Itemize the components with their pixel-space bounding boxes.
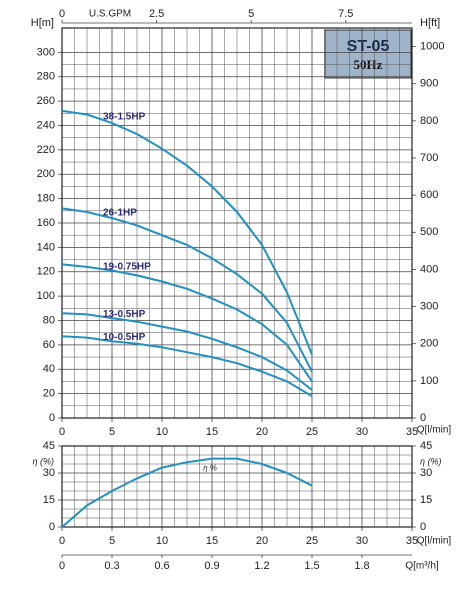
x-tick-label: 10: [156, 535, 168, 547]
x-tick-label: 20: [256, 426, 268, 438]
y-tick-label: 45: [43, 440, 55, 452]
x-tick-label: 15: [206, 426, 218, 438]
x2-tick-label: 2.5: [149, 8, 164, 20]
y2-axis-label: H[ft]: [420, 17, 440, 29]
y2-tick-label: 800: [420, 115, 438, 127]
x-tick-label: 30: [356, 426, 368, 438]
x2-axis-label: U.S.GPM: [89, 9, 131, 20]
y-tick-label: 0: [49, 412, 55, 424]
y-tick-label: 180: [37, 193, 55, 205]
y2-tick-label: 200: [420, 338, 438, 350]
y-tick-label: 140: [37, 241, 55, 253]
curve: [61, 457, 313, 528]
y-tick-label: 260: [37, 95, 55, 107]
series-label: 38-1.5HP: [103, 111, 146, 122]
y2-tick-label: 45: [420, 440, 432, 452]
y-tick-label: 30: [43, 467, 55, 479]
curve: [61, 263, 313, 382]
y-tick-label: 160: [37, 217, 55, 229]
x-tick-label: 25: [306, 426, 318, 438]
series-label: η %: [203, 464, 217, 473]
plot-frame: [61, 445, 413, 528]
y2-tick-label: 0: [420, 521, 426, 533]
curve: [61, 335, 313, 397]
y-tick-label: 80: [43, 314, 55, 326]
x2-tick-label: 1.8: [354, 560, 369, 572]
x-tick-label: 5: [109, 535, 115, 547]
series-label: 13-0.5HP: [103, 309, 146, 320]
y-tick-label: 200: [37, 168, 55, 180]
y-tick-label: 40: [43, 363, 55, 375]
x2-tick-label: 1.2: [254, 560, 269, 572]
y2-tick-label: 600: [420, 189, 438, 201]
y-tick-label: 300: [37, 46, 55, 58]
x-tick-label: 35: [406, 426, 418, 438]
series-label: 26-1HP: [103, 208, 137, 219]
y-axis-label: H[m]: [31, 17, 54, 29]
x2-tick-label: 0.3: [104, 560, 119, 572]
y-tick-label: 100: [37, 290, 55, 302]
x2-tick-label: 5: [248, 8, 254, 20]
y-tick-label: 15: [43, 494, 55, 506]
x-tick-label: 5: [109, 426, 115, 438]
y-tick-label: 120: [37, 266, 55, 278]
y-tick-label: 280: [37, 71, 55, 83]
plot-frame: [61, 27, 413, 419]
x-tick-label: 30: [356, 535, 368, 547]
y2-axis-label: η (%): [420, 456, 442, 466]
curve: [61, 207, 313, 373]
y2-tick-label: 1000: [420, 40, 444, 52]
x2-tick-label: 0: [59, 8, 65, 20]
x2-tick-label: 7.5: [338, 8, 353, 20]
x-tick-label: 25: [306, 535, 318, 547]
curve: [61, 109, 313, 355]
x-axis-label: Q[l/min]: [417, 425, 452, 436]
y2-tick-label: 400: [420, 263, 438, 275]
y2-tick-label: 500: [420, 226, 438, 238]
chart-title: ST-05: [347, 38, 390, 55]
y2-tick-label: 700: [420, 152, 438, 164]
x2-axis-label: Q[m³/h]: [405, 561, 439, 572]
x-tick-label: 20: [256, 535, 268, 547]
x-axis-label: Q[l/min]: [417, 536, 452, 547]
x2-tick-label: 0.6: [154, 560, 169, 572]
x2-tick-label: 1.5: [304, 560, 319, 572]
y2-tick-label: 30: [420, 467, 432, 479]
y2-tick-label: 300: [420, 300, 438, 312]
x2-tick-label: 0: [59, 560, 65, 572]
x-tick-label: 15: [206, 535, 218, 547]
y2-tick-label: 0: [420, 412, 426, 424]
y2-tick-label: 15: [420, 494, 432, 506]
y2-tick-label: 100: [420, 375, 438, 387]
y-tick-label: 220: [37, 144, 55, 156]
x-tick-label: 0: [59, 426, 65, 438]
y-tick-label: 20: [43, 388, 55, 400]
y-tick-label: 0: [49, 521, 55, 533]
title-box: [324, 29, 412, 79]
y-axis-label: η (%): [33, 456, 55, 466]
y2-tick-label: 900: [420, 78, 438, 90]
curve: [61, 312, 313, 391]
x-tick-label: 10: [156, 426, 168, 438]
y-tick-label: 60: [43, 339, 55, 351]
y-tick-label: 240: [37, 119, 55, 131]
series-label: 10-0.5HP: [103, 332, 146, 343]
series-label: 19-0.75HP: [103, 261, 151, 272]
x2-tick-label: 0.9: [204, 560, 219, 572]
x-tick-label: 35: [406, 535, 418, 547]
x-tick-label: 0: [59, 535, 65, 547]
